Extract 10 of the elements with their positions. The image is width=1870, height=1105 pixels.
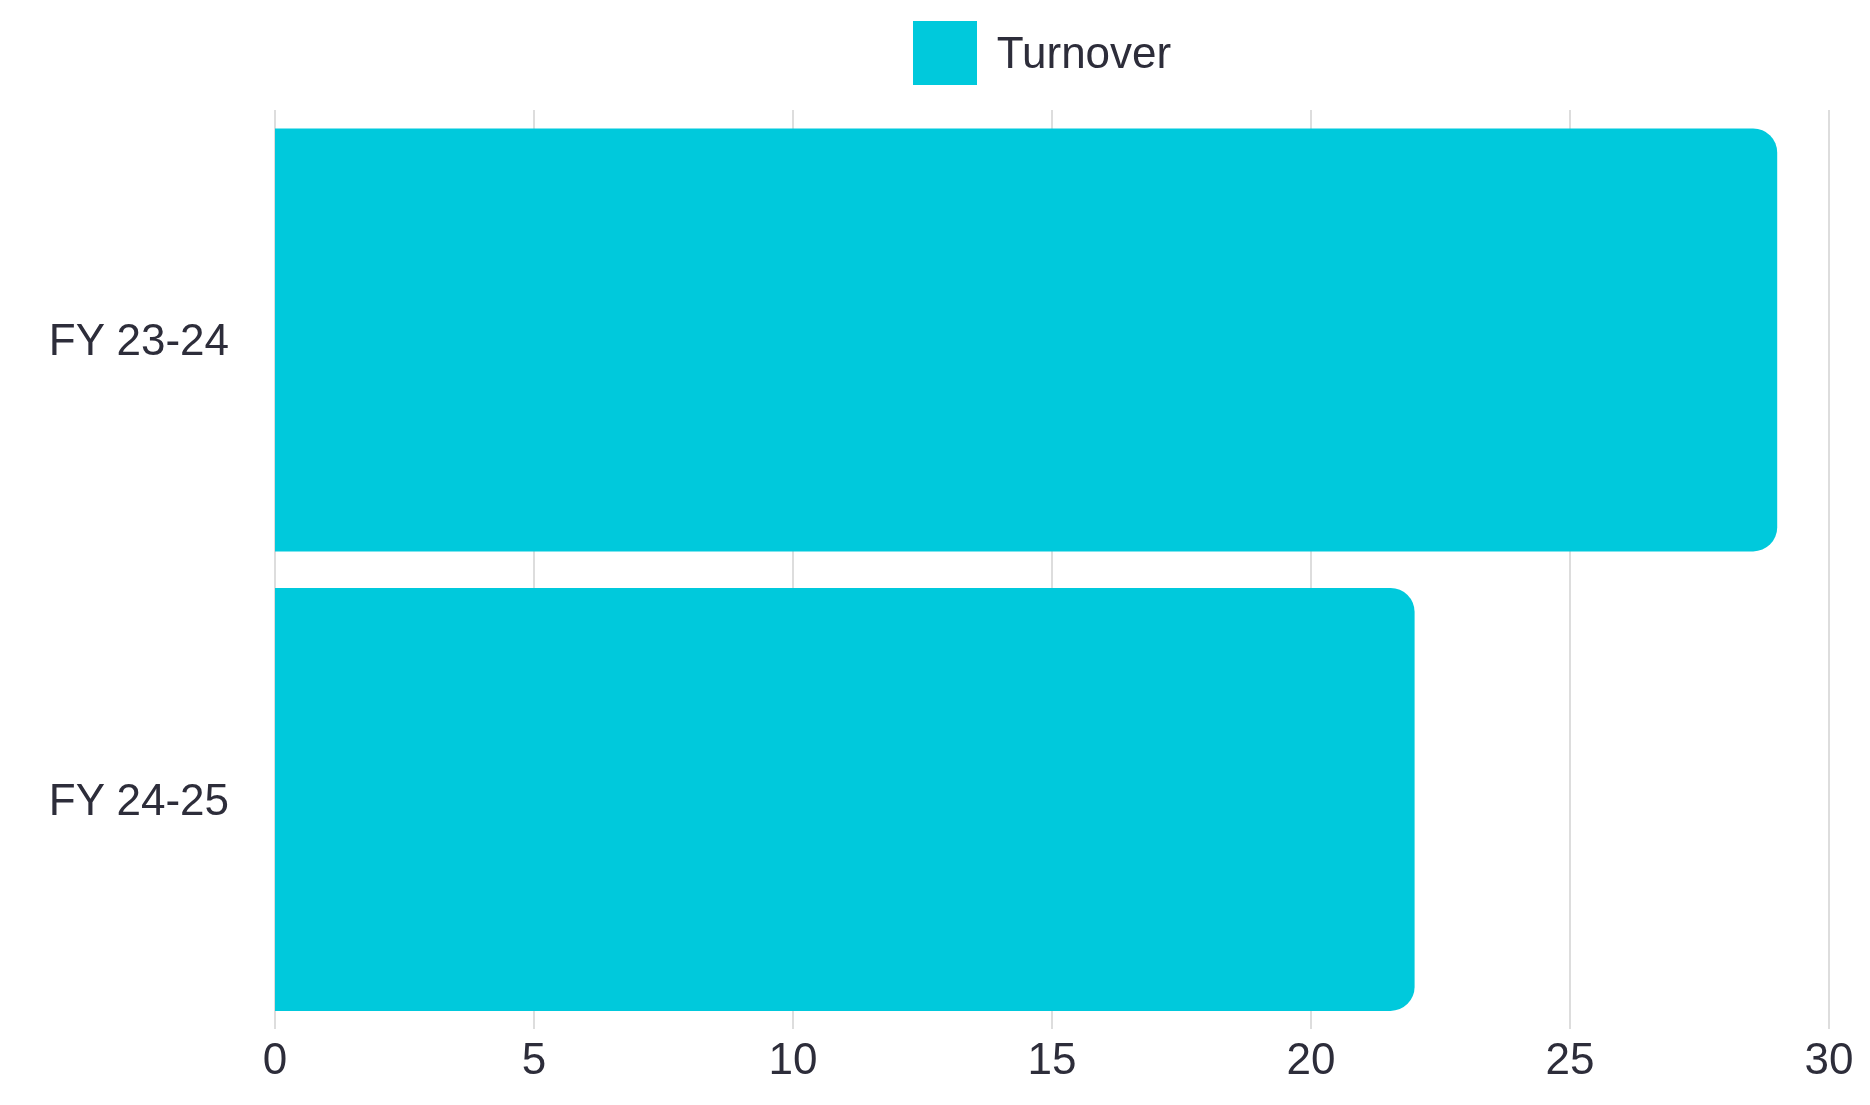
legend-label: Turnover: [996, 28, 1172, 78]
y-tick-label: FY 23-24: [48, 315, 229, 365]
x-tick-label: 30: [1804, 1034, 1854, 1084]
x-tick-label: 25: [1545, 1034, 1595, 1084]
x-tick-label: 20: [1286, 1034, 1336, 1084]
x-tick-label: 15: [1027, 1034, 1077, 1084]
x-tick-label: 0: [262, 1034, 288, 1084]
x-tick-label: 10: [768, 1034, 818, 1084]
x-tick-label: 5: [521, 1034, 547, 1084]
y-tick-label: FY 24-25: [48, 774, 229, 824]
